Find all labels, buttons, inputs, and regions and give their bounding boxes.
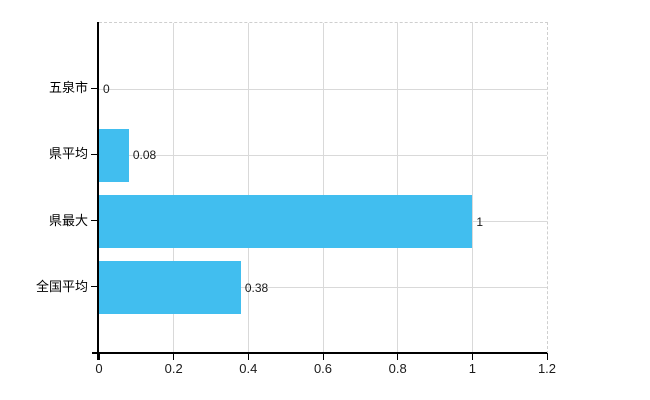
x-axis-tick-label: 0 bbox=[95, 361, 103, 376]
x-tick bbox=[471, 353, 473, 360]
y-tick bbox=[91, 220, 98, 222]
bar-value-label: 0.08 bbox=[132, 148, 157, 163]
v-gridline bbox=[471, 23, 473, 354]
x-axis-line bbox=[92, 352, 547, 354]
y-axis-label: 五泉市 bbox=[48, 80, 88, 96]
x-tick bbox=[546, 353, 548, 360]
h-gridline bbox=[99, 88, 547, 90]
x-axis-tick-label: 0.6 bbox=[313, 361, 333, 376]
y-axis-label: 県平均 bbox=[48, 146, 88, 162]
x-tick bbox=[322, 353, 324, 360]
y-tick bbox=[91, 87, 98, 89]
x-tick bbox=[173, 353, 175, 360]
v-gridline bbox=[397, 23, 399, 354]
v-gridline bbox=[322, 23, 324, 354]
h-gridline bbox=[99, 154, 547, 156]
bar-value-label: 0.38 bbox=[244, 280, 269, 295]
bar bbox=[99, 195, 473, 249]
y-axis-line bbox=[97, 22, 99, 360]
v-gridline bbox=[173, 23, 175, 354]
y-tick bbox=[91, 153, 98, 155]
plot-area: 0 0.08 1 0.38 bbox=[99, 22, 548, 354]
x-axis-tick-label: 0.4 bbox=[239, 361, 258, 376]
y-axis-label: 全国平均 bbox=[35, 278, 88, 294]
bar bbox=[99, 261, 241, 315]
x-axis-tick-label: 0.8 bbox=[388, 361, 407, 376]
y-axis-label: 県最大 bbox=[48, 212, 88, 228]
y-tick bbox=[91, 286, 98, 288]
x-axis-tick-label: 0.2 bbox=[164, 361, 183, 376]
x-tick bbox=[98, 353, 100, 360]
x-tick bbox=[247, 353, 249, 360]
bar bbox=[99, 128, 129, 182]
x-tick bbox=[397, 353, 399, 360]
x-axis-tick-label: 1 bbox=[468, 361, 476, 376]
bar-value-label: 1 bbox=[476, 214, 484, 229]
h-gridline bbox=[99, 287, 547, 289]
x-axis-tick-label: 1.2 bbox=[537, 361, 557, 376]
bar-value-label: 0 bbox=[103, 82, 110, 97]
v-gridline bbox=[247, 23, 249, 354]
